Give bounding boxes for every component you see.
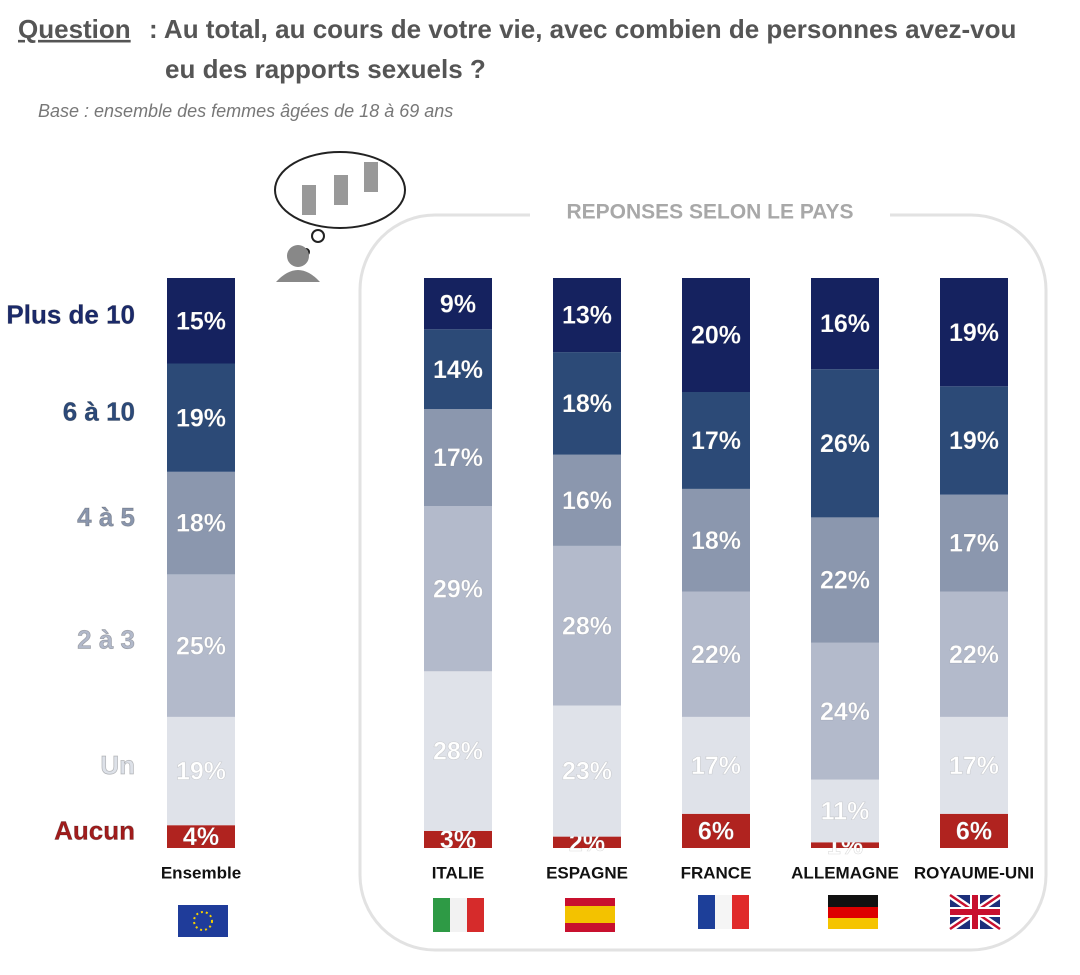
legend-label: Plus de 10	[6, 300, 135, 330]
data-label: 29%	[433, 575, 483, 603]
legend-label: Un	[100, 750, 135, 780]
data-label: 26%	[820, 430, 870, 458]
data-label: 24%	[820, 698, 870, 726]
bar-segment	[167, 574, 235, 717]
bar-segment	[682, 813, 750, 848]
data-label: 18%	[176, 510, 226, 538]
data-label: 4%	[183, 823, 219, 851]
x-tick-label: ESPAGNE	[546, 863, 628, 882]
bar-segment	[167, 363, 235, 472]
data-label: 6%	[956, 818, 992, 846]
bar-segment	[682, 716, 750, 814]
bar-segment	[811, 278, 879, 370]
subtitle: Base : ensemble des femmes âgées de 18 à…	[38, 101, 453, 121]
x-tick-label: FRANCE	[681, 863, 752, 882]
data-label: 22%	[949, 641, 999, 669]
data-label: 9%	[440, 290, 476, 318]
bar-segment	[167, 278, 235, 364]
data-label: 18%	[691, 527, 741, 555]
frame-gap	[530, 198, 890, 230]
data-label: 17%	[691, 752, 741, 780]
bar-segment	[424, 278, 492, 330]
bar-segment	[424, 830, 492, 848]
bar-segment	[940, 591, 1008, 717]
data-label: 18%	[562, 390, 612, 418]
data-label: 13%	[562, 302, 612, 330]
bar-segment	[553, 352, 621, 455]
data-label: 23%	[562, 758, 612, 786]
bar-segment	[553, 278, 621, 353]
bar-segment	[682, 591, 750, 717]
x-tick-label: ITALIE	[432, 863, 485, 882]
bar-segment	[940, 386, 1008, 495]
bar-segment	[811, 369, 879, 518]
bar-segment	[940, 716, 1008, 814]
data-label: 22%	[820, 567, 870, 595]
bar-segment	[424, 671, 492, 831]
bar-segment	[424, 329, 492, 410]
thought-icon	[274, 151, 406, 282]
bar-segment	[811, 779, 879, 843]
data-label: 19%	[176, 404, 226, 432]
data-label: 19%	[176, 758, 226, 786]
bar-segment	[553, 836, 621, 848]
bar-segment	[553, 545, 621, 706]
bar-segment	[682, 278, 750, 392]
bar-segment	[940, 813, 1008, 848]
data-label: 16%	[820, 310, 870, 338]
question-line: : Au total, au cours de votre vie, avec …	[149, 14, 1016, 44]
group-title: REPONSES SELON LE PAYS	[566, 201, 853, 224]
data-label: 17%	[949, 752, 999, 780]
data-label: 17%	[691, 427, 741, 455]
x-tick-label: ROYAUME-UNI	[914, 863, 1034, 882]
x-tick-label: ALLEMAGNE	[791, 863, 899, 882]
data-label: 15%	[176, 307, 226, 335]
data-label: 28%	[562, 612, 612, 640]
bar-segment	[811, 642, 879, 780]
bar-segment	[811, 517, 879, 643]
data-label: 17%	[433, 444, 483, 472]
data-label: 11%	[821, 798, 870, 826]
data-label: 19%	[949, 319, 999, 347]
data-label: 16%	[562, 487, 612, 515]
bar-segment	[167, 716, 235, 826]
bar-segment	[811, 842, 879, 848]
bar-segment	[682, 392, 750, 489]
bar-segment	[167, 825, 235, 848]
bar-segment	[940, 494, 1008, 592]
question-label: Question	[18, 14, 131, 44]
data-label: 19%	[949, 427, 999, 455]
flags	[178, 892, 1002, 937]
bar-segment	[553, 705, 621, 837]
data-label: 6%	[698, 818, 734, 846]
bar-segment	[424, 409, 492, 506]
bar-segment	[682, 488, 750, 592]
data-label: 17%	[949, 530, 999, 558]
legend-label: 4 à 5	[77, 502, 135, 532]
legend-label: 2 à 3	[77, 625, 135, 655]
bar-segment	[424, 506, 492, 672]
bar-segment	[940, 278, 1008, 387]
bar-segment	[167, 471, 235, 575]
question-line: eu des rapports sexuels ?	[165, 54, 486, 84]
data-label: 14%	[433, 356, 483, 384]
legend-label: 6 à 10	[63, 397, 135, 427]
data-label: 25%	[176, 632, 226, 660]
legend-label: Aucun	[54, 815, 135, 845]
data-label: 22%	[691, 641, 741, 669]
bar-segment	[553, 454, 621, 546]
x-tick-label: Ensemble	[161, 863, 241, 882]
data-label: 28%	[433, 738, 483, 766]
data-label: 20%	[691, 322, 741, 350]
